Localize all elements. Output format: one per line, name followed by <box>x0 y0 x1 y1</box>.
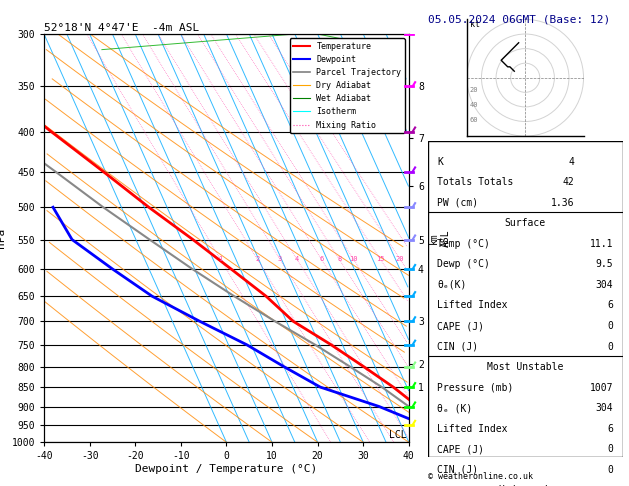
Text: 304: 304 <box>595 403 613 413</box>
Text: 4: 4 <box>294 256 299 262</box>
Text: CIN (J): CIN (J) <box>438 342 479 351</box>
Text: 10: 10 <box>349 256 358 262</box>
Text: Dewp (°C): Dewp (°C) <box>438 260 491 269</box>
Text: 0: 0 <box>607 321 613 331</box>
Legend: Temperature, Dewpoint, Parcel Trajectory, Dry Adiabat, Wet Adiabat, Isotherm, Mi: Temperature, Dewpoint, Parcel Trajectory… <box>290 38 404 133</box>
Text: 0: 0 <box>607 342 613 351</box>
Text: 1007: 1007 <box>589 382 613 393</box>
Text: 60: 60 <box>470 117 478 122</box>
Text: Hodograph: Hodograph <box>499 485 552 486</box>
Text: 6: 6 <box>319 256 323 262</box>
Text: 304: 304 <box>595 280 613 290</box>
Text: 3: 3 <box>278 256 282 262</box>
Text: 1: 1 <box>218 256 223 262</box>
Text: 6: 6 <box>607 424 613 434</box>
Text: Surface: Surface <box>504 218 546 228</box>
Text: 20: 20 <box>470 87 478 93</box>
Text: 42: 42 <box>562 177 574 187</box>
Text: Most Unstable: Most Unstable <box>487 362 564 372</box>
Text: CAPE (J): CAPE (J) <box>438 321 484 331</box>
Y-axis label: km
ASL: km ASL <box>430 229 451 247</box>
Text: LCL: LCL <box>389 431 406 440</box>
Text: Temp (°C): Temp (°C) <box>438 239 491 249</box>
Text: 52°18'N 4°47'E  -4m ASL: 52°18'N 4°47'E -4m ASL <box>44 23 199 33</box>
Text: 0: 0 <box>607 444 613 454</box>
Text: θₑ (K): θₑ (K) <box>438 403 473 413</box>
Text: 1.36: 1.36 <box>550 198 574 208</box>
Text: θₑ(K): θₑ(K) <box>438 280 467 290</box>
Text: 6: 6 <box>607 300 613 311</box>
Text: © weatheronline.co.uk: © weatheronline.co.uk <box>428 472 533 481</box>
Text: Pressure (mb): Pressure (mb) <box>438 382 514 393</box>
X-axis label: Dewpoint / Temperature (°C): Dewpoint / Temperature (°C) <box>135 464 318 474</box>
Text: 8: 8 <box>337 256 342 262</box>
Text: PW (cm): PW (cm) <box>438 198 479 208</box>
Text: 20: 20 <box>396 256 404 262</box>
Text: 40: 40 <box>470 102 478 108</box>
Text: 15: 15 <box>376 256 384 262</box>
Text: CIN (J): CIN (J) <box>438 465 479 475</box>
Text: 9.5: 9.5 <box>595 260 613 269</box>
Text: 4: 4 <box>568 157 574 167</box>
Text: 11.1: 11.1 <box>589 239 613 249</box>
Text: 05.05.2024 06GMT (Base: 12): 05.05.2024 06GMT (Base: 12) <box>428 15 610 25</box>
Text: Lifted Index: Lifted Index <box>438 424 508 434</box>
Text: CAPE (J): CAPE (J) <box>438 444 484 454</box>
Text: 0: 0 <box>607 465 613 475</box>
Text: 2: 2 <box>255 256 259 262</box>
Text: Totals Totals: Totals Totals <box>438 177 514 187</box>
Y-axis label: hPa: hPa <box>0 228 6 248</box>
Text: K: K <box>438 157 443 167</box>
Text: kt: kt <box>470 20 480 29</box>
Text: Lifted Index: Lifted Index <box>438 300 508 311</box>
